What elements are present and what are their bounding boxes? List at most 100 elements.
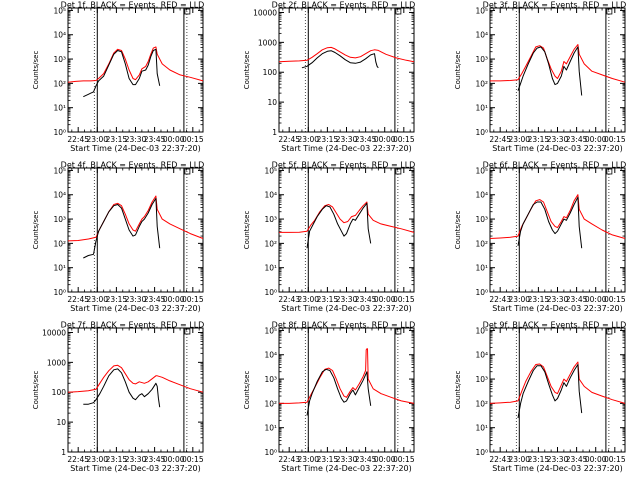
marker-flag — [395, 8, 402, 15]
x-tick-label: 23:15 — [317, 295, 339, 304]
x-tick-label: 00:15 — [182, 135, 204, 144]
y-tick-label: 10¹ — [264, 264, 277, 273]
x-axis-label: Start Time (24-Dec-03 22:37:20) — [492, 144, 623, 153]
panel-title: Det 7f, BLACK = Events, RED = LLD — [61, 321, 205, 330]
x-tick-label: 00:15 — [393, 455, 415, 464]
y-tick-label: 10³ — [475, 55, 488, 64]
x-tick-label: 22:45 — [67, 295, 89, 304]
x-tick-label: 00:00 — [585, 455, 607, 464]
x-tick-label: 23:00 — [508, 295, 530, 304]
panel-title: Det 9f, BLACK = Events, RED = LLD — [483, 321, 627, 330]
plot-frame — [67, 7, 204, 133]
y-axis-label: Counts/sec — [32, 51, 40, 90]
x-tick-label: 23:30 — [336, 135, 358, 144]
x-tick-label: 23:45 — [355, 455, 377, 464]
x-tick-label: 23:15 — [528, 295, 550, 304]
x-tick-label: 23:15 — [106, 455, 128, 464]
series-line-lld — [278, 46, 415, 63]
x-tick-label: 23:45 — [144, 135, 166, 144]
panel-det-6: Det 6f, BLACK = Events, RED = LLD 10⁰ 10¹ 1… — [454, 161, 626, 314]
x-tick-label: 00:15 — [182, 455, 204, 464]
plot-frame — [489, 7, 626, 133]
y-tick-label: 10⁵ — [264, 326, 277, 335]
y-tick-label: 10000 — [42, 328, 66, 337]
x-tick-label: 23:00 — [86, 135, 108, 144]
panel-title: Det 8f, BLACK = Events, RED = LLD — [272, 321, 416, 330]
y-tick-label: 10⁵ — [53, 166, 66, 175]
panel-title: Det 2f, BLACK = Events, RED = LLD — [272, 1, 416, 10]
x-tick-label: 23:45 — [144, 295, 166, 304]
x-tick-label: 00:00 — [163, 135, 185, 144]
series-line-events — [83, 197, 161, 259]
series-line-events — [306, 202, 372, 249]
x-tick-label: 23:00 — [297, 455, 319, 464]
y-tick-label: 10⁴ — [53, 191, 66, 200]
y-tick-label: 10⁵ — [475, 166, 488, 175]
y-tick-label: 1000 — [47, 358, 66, 367]
x-tick-label: 22:45 — [67, 455, 89, 464]
x-tick-label: 23:30 — [336, 455, 358, 464]
series-line-lld — [279, 348, 415, 404]
x-tick-label: 22:43 — [278, 295, 300, 304]
marker-flag — [395, 168, 402, 175]
x-tick-label: 23:30 — [547, 135, 569, 144]
series-line-events — [301, 50, 379, 69]
x-axis-label: Start Time (24-Dec-03 22:37:20) — [492, 464, 623, 473]
plot-frame — [489, 327, 626, 453]
y-tick-label: 10¹ — [475, 104, 488, 113]
x-tick-label: 23:45 — [144, 455, 166, 464]
marker-flag — [395, 328, 402, 335]
x-tick-label: 23:30 — [125, 135, 147, 144]
y-tick-label: 10³ — [264, 375, 277, 384]
y-tick-label: 10⁴ — [475, 191, 488, 200]
y-axis-label: Counts/sec — [454, 371, 462, 410]
x-axis-label: Start Time (24-Dec-03 22:37:20) — [281, 304, 412, 313]
panel-title: Det 3f, BLACK = Events, RED = LLD — [483, 1, 627, 10]
x-tick-label: 23:00 — [86, 295, 108, 304]
plot-frame — [278, 327, 415, 453]
y-tick-label: 1000 — [258, 38, 277, 47]
x-axis-label: Start Time (24-Dec-03 22:37:20) — [281, 464, 412, 473]
y-tick-label: 10⁰ — [475, 288, 488, 297]
y-axis-label: Counts/sec — [32, 211, 40, 250]
y-tick-label: 10⁰ — [53, 128, 66, 137]
y-tick-label: 10⁰ — [264, 448, 277, 457]
y-tick-label: 10000 — [253, 8, 277, 17]
y-tick-label: 10³ — [53, 55, 66, 64]
x-tick-label: 00:00 — [163, 455, 185, 464]
y-axis-label: Counts/sec — [454, 211, 462, 250]
y-tick-label: 10⁰ — [53, 288, 66, 297]
x-tick-label: 23:15 — [106, 135, 128, 144]
x-tick-label: 22:43 — [278, 455, 300, 464]
y-tick-label: 10² — [264, 239, 277, 248]
y-axis-label: Counts/sec — [454, 51, 462, 90]
series-line-events — [517, 196, 583, 249]
y-tick-label: 100 — [263, 68, 278, 77]
x-tick-label: 23:00 — [508, 455, 530, 464]
y-axis-label: Counts/sec — [243, 51, 251, 90]
x-axis-label: Start Time (24-Dec-03 22:37:20) — [281, 144, 412, 153]
panel-det-5: Det 5f, BLACK = Events, RED = LLD 10⁰ 10¹ 1… — [243, 161, 415, 314]
panel-title: Det 4f, BLACK = Events, RED = LLD — [61, 161, 205, 170]
x-tick-label: 23:45 — [355, 135, 377, 144]
panel-title: Det 1f, BLACK = Events, RED = LLD — [61, 1, 205, 10]
y-axis-label: Counts/sec — [243, 371, 251, 410]
plot-frame — [278, 167, 415, 293]
y-tick-label: 10¹ — [475, 264, 488, 273]
x-tick-label: 23:00 — [297, 135, 319, 144]
panel-det-9: Det 9f, BLACK = Events, RED = LLD 10⁰ 10¹ 1… — [454, 321, 626, 474]
x-tick-label: 23:15 — [106, 295, 128, 304]
y-tick-label: 10⁴ — [53, 31, 66, 40]
y-tick-label: 10⁴ — [264, 351, 277, 360]
x-tick-label: 00:15 — [393, 295, 415, 304]
x-tick-label: 00:00 — [163, 295, 185, 304]
marker-flag — [184, 8, 191, 15]
x-tick-label: 23:45 — [566, 455, 588, 464]
series-line-events — [517, 364, 583, 419]
x-tick-label: 22:43 — [489, 295, 511, 304]
y-tick-label: 10⁰ — [264, 288, 277, 297]
x-tick-label: 23:30 — [547, 295, 569, 304]
x-tick-label: 00:00 — [374, 135, 396, 144]
x-tick-label: 23:45 — [355, 295, 377, 304]
